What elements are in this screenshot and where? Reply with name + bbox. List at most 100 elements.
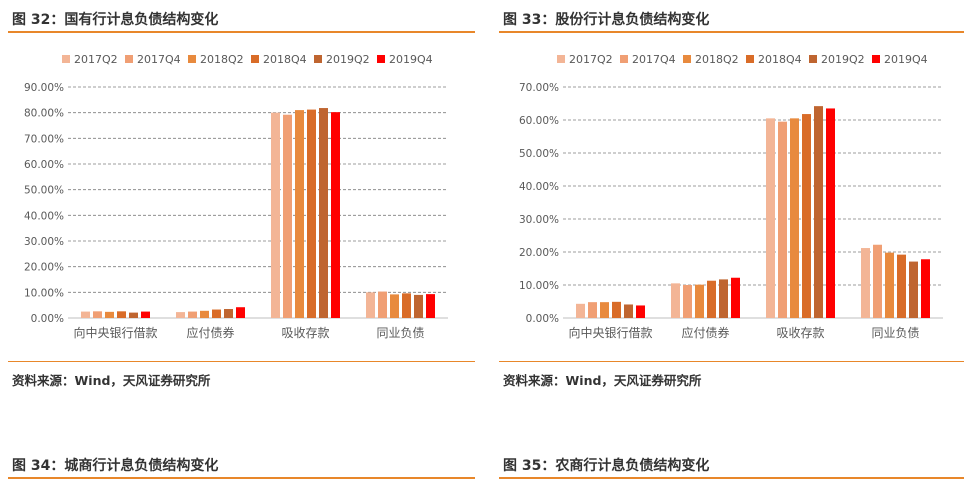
legend-swatch [683, 55, 691, 63]
legend-swatch [557, 55, 565, 63]
x-tick-label: 吸收存款 [776, 326, 824, 340]
legend-label: 2019Q2 [821, 53, 865, 66]
legend-label: 2019Q4 [389, 53, 433, 66]
legend-swatch [620, 55, 628, 63]
legend-swatch [314, 55, 322, 63]
title-divider [8, 31, 475, 33]
bar [731, 277, 740, 318]
x-tick-label: 同业负债 [871, 326, 919, 340]
bar [331, 112, 340, 318]
bar [129, 312, 138, 318]
legend-swatch [746, 55, 754, 63]
bar [378, 291, 387, 318]
y-tick-label: 40.00% [24, 210, 64, 222]
legend-label: 2019Q4 [884, 53, 928, 66]
x-tick-label: 应付债券 [186, 325, 234, 340]
bar-chart-33: 2017Q2 2017Q4 2018Q2 2018Q4 2019Q2 2019Q4 0.00… [519, 53, 943, 340]
bar [212, 309, 221, 318]
source-divider [499, 361, 964, 362]
bar-chart-32: 2017Q2 2017Q4 2018Q2 2018Q4 2019Q2 2019Q4 0.00… [24, 53, 448, 340]
bar [778, 121, 787, 319]
legend-label: 2018Q4 [758, 53, 802, 66]
x-tick-label: 吸收存款 [281, 326, 329, 340]
bar [600, 302, 609, 318]
legend-swatch [125, 55, 133, 63]
legend-label: 2018Q2 [200, 53, 244, 66]
bar [612, 301, 621, 318]
source-note: 资料来源：Wind，天风证券研究所 [12, 373, 211, 388]
figure-title: 图 35：农商行计息负债结构变化 [503, 458, 710, 474]
legend-label: 2019Q2 [326, 53, 370, 66]
legend-swatch [377, 55, 385, 63]
bar [200, 310, 209, 318]
legend-label: 2018Q4 [263, 53, 307, 66]
y-tick-label: 60.00% [519, 115, 559, 127]
bar [402, 293, 411, 318]
bar [588, 302, 597, 318]
y-tick-label: 0.00% [526, 313, 559, 325]
legend-label: 2017Q2 [74, 53, 118, 66]
bar [671, 283, 680, 318]
y-tick-label: 10.00% [519, 280, 559, 292]
bar [319, 108, 328, 319]
title-divider [499, 31, 964, 33]
bar [307, 109, 316, 318]
bar [909, 261, 918, 318]
legend-label: 2017Q4 [632, 53, 676, 66]
bar [683, 285, 692, 318]
bar [636, 305, 645, 318]
bar [707, 280, 716, 318]
y-tick-label: 30.00% [24, 236, 64, 248]
legend-label: 2018Q2 [695, 53, 739, 66]
bar [885, 252, 894, 318]
y-tick-label: 50.00% [24, 185, 64, 197]
x-tick-label: 向中央银行借款 [73, 325, 157, 340]
bar [624, 304, 633, 318]
figure-title: 图 32：国有行计息负债结构变化 [12, 12, 219, 28]
bar [576, 303, 585, 318]
y-tick-label: 70.00% [519, 82, 559, 94]
y-tick-label: 20.00% [519, 247, 559, 259]
y-tick-label: 30.00% [519, 214, 559, 226]
bar [695, 284, 704, 318]
y-tick-label: 60.00% [24, 159, 64, 171]
y-tick-label: 50.00% [519, 148, 559, 160]
legend-swatch [251, 55, 259, 63]
bar [861, 248, 870, 318]
bar [790, 118, 799, 318]
y-tick-label: 80.00% [24, 108, 64, 120]
source-note: 资料来源：Wind，天风证券研究所 [503, 373, 702, 388]
y-tick-label: 20.00% [24, 262, 64, 274]
bar [93, 311, 102, 318]
y-tick-label: 70.00% [24, 133, 64, 145]
figure-title: 图 34：城商行计息负债结构变化 [12, 458, 219, 474]
x-tick-label: 应付债券 [681, 325, 729, 340]
bar [283, 114, 292, 318]
bar [271, 112, 280, 319]
bar [921, 259, 930, 318]
bar [188, 311, 197, 318]
legend-swatch [872, 55, 880, 63]
bar [236, 307, 245, 318]
bar [873, 244, 882, 318]
legend-swatch [188, 55, 196, 63]
bar [814, 106, 823, 318]
bar [766, 118, 775, 318]
bar [81, 311, 90, 318]
y-tick-label: 10.00% [24, 287, 64, 299]
bar [141, 311, 150, 318]
x-tick-label: 同业负债 [376, 326, 424, 340]
bar [897, 254, 906, 318]
bar [105, 311, 114, 318]
legend-swatch [809, 55, 817, 63]
legend-label: 2017Q4 [137, 53, 181, 66]
bar [117, 311, 126, 318]
bar [826, 108, 835, 318]
legend-label: 2017Q2 [569, 53, 613, 66]
bar [390, 294, 399, 318]
y-tick-label: 90.00% [24, 82, 64, 94]
y-tick-label: 0.00% [31, 313, 64, 325]
legend-swatch [62, 55, 70, 63]
source-divider [8, 361, 475, 362]
bar [176, 312, 185, 318]
